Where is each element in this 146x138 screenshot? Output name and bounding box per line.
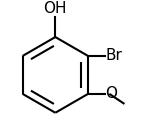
Text: OH: OH <box>44 1 67 16</box>
Text: Br: Br <box>106 48 123 63</box>
Text: O: O <box>105 86 117 101</box>
